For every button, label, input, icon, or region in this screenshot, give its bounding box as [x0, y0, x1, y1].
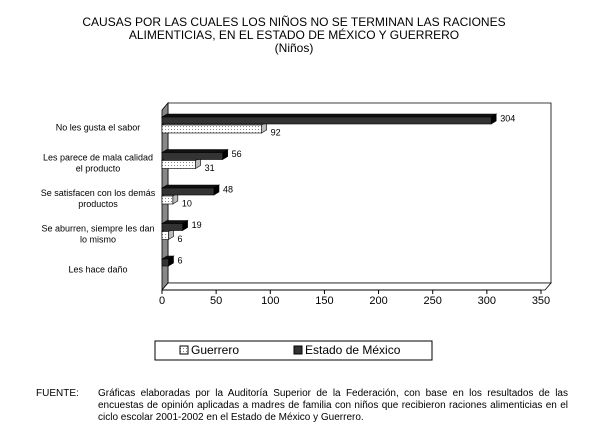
y-tick-label: Se satisfacen con los demás: [41, 188, 156, 198]
y-tick-label: Les hace daño: [68, 264, 127, 274]
x-tick-label: 50: [210, 295, 222, 307]
bar-face: [161, 116, 492, 125]
chart-subtitle: (Niños): [275, 41, 314, 55]
value-label: 56: [232, 149, 242, 159]
chart-title: CAUSAS POR LAS CUALES LOS NIÑOS NO SE TE…: [82, 15, 505, 29]
value-label: 19: [192, 220, 202, 230]
y-tick-label: Se aburren, siempre les dan: [41, 223, 154, 233]
plot-floor: [161, 282, 552, 291]
bar-face: [161, 195, 174, 205]
bar: [160, 113, 498, 125]
legend-swatch: [293, 345, 303, 355]
source-text: Gráficas elaboradas por la Auditoría Sup…: [98, 388, 568, 423]
bar-face: [161, 258, 169, 267]
value-label: 304: [500, 113, 515, 123]
value-label: 92: [271, 127, 281, 137]
x-tick-label: 250: [424, 295, 442, 307]
value-label: 6: [177, 255, 182, 265]
bar-face: [160, 184, 221, 189]
legend-label: Guerrero: [191, 343, 239, 357]
x-tick-label: 350: [532, 295, 550, 307]
y-tick-label: el producto: [76, 163, 121, 173]
y-tick-label: No les gusta el sabor: [56, 122, 141, 132]
x-tick-label: 0: [159, 295, 165, 307]
bar-face: [161, 187, 215, 196]
y-tick-label: productos: [78, 199, 118, 209]
bar: [160, 148, 229, 161]
bar-face: [160, 149, 229, 153]
y-tick-label: Les parece de mala calidad: [43, 152, 153, 162]
x-tick-label: 150: [315, 295, 333, 307]
bar-face: [161, 124, 262, 134]
bar-face: [161, 152, 223, 160]
bar: [160, 219, 189, 232]
y-tick-label: lo mismo: [80, 234, 116, 244]
bar-face: [161, 160, 196, 169]
legend-label: Estado de México: [305, 343, 401, 357]
bar-face: [161, 231, 169, 240]
legend-swatch: [179, 345, 189, 355]
x-tick-label: 100: [261, 295, 279, 307]
x-tick-label: 200: [369, 295, 387, 307]
value-label: 6: [177, 234, 182, 244]
bar: [160, 255, 175, 267]
value-label: 31: [205, 163, 215, 173]
value-label: 10: [182, 198, 192, 208]
source-label: FUENTE:: [36, 388, 79, 399]
bar-face: [160, 113, 498, 118]
bar: [160, 184, 221, 196]
bar-face: [161, 223, 183, 231]
value-label: 48: [223, 184, 233, 194]
chart: CAUSAS POR LAS CUALES LOS NIÑOS NO SE TE…: [41, 15, 552, 361]
chart-title: ALIMENTICIAS, EN EL ESTADO DE MÉXICO Y G…: [129, 27, 459, 42]
x-tick-label: 300: [478, 295, 496, 307]
